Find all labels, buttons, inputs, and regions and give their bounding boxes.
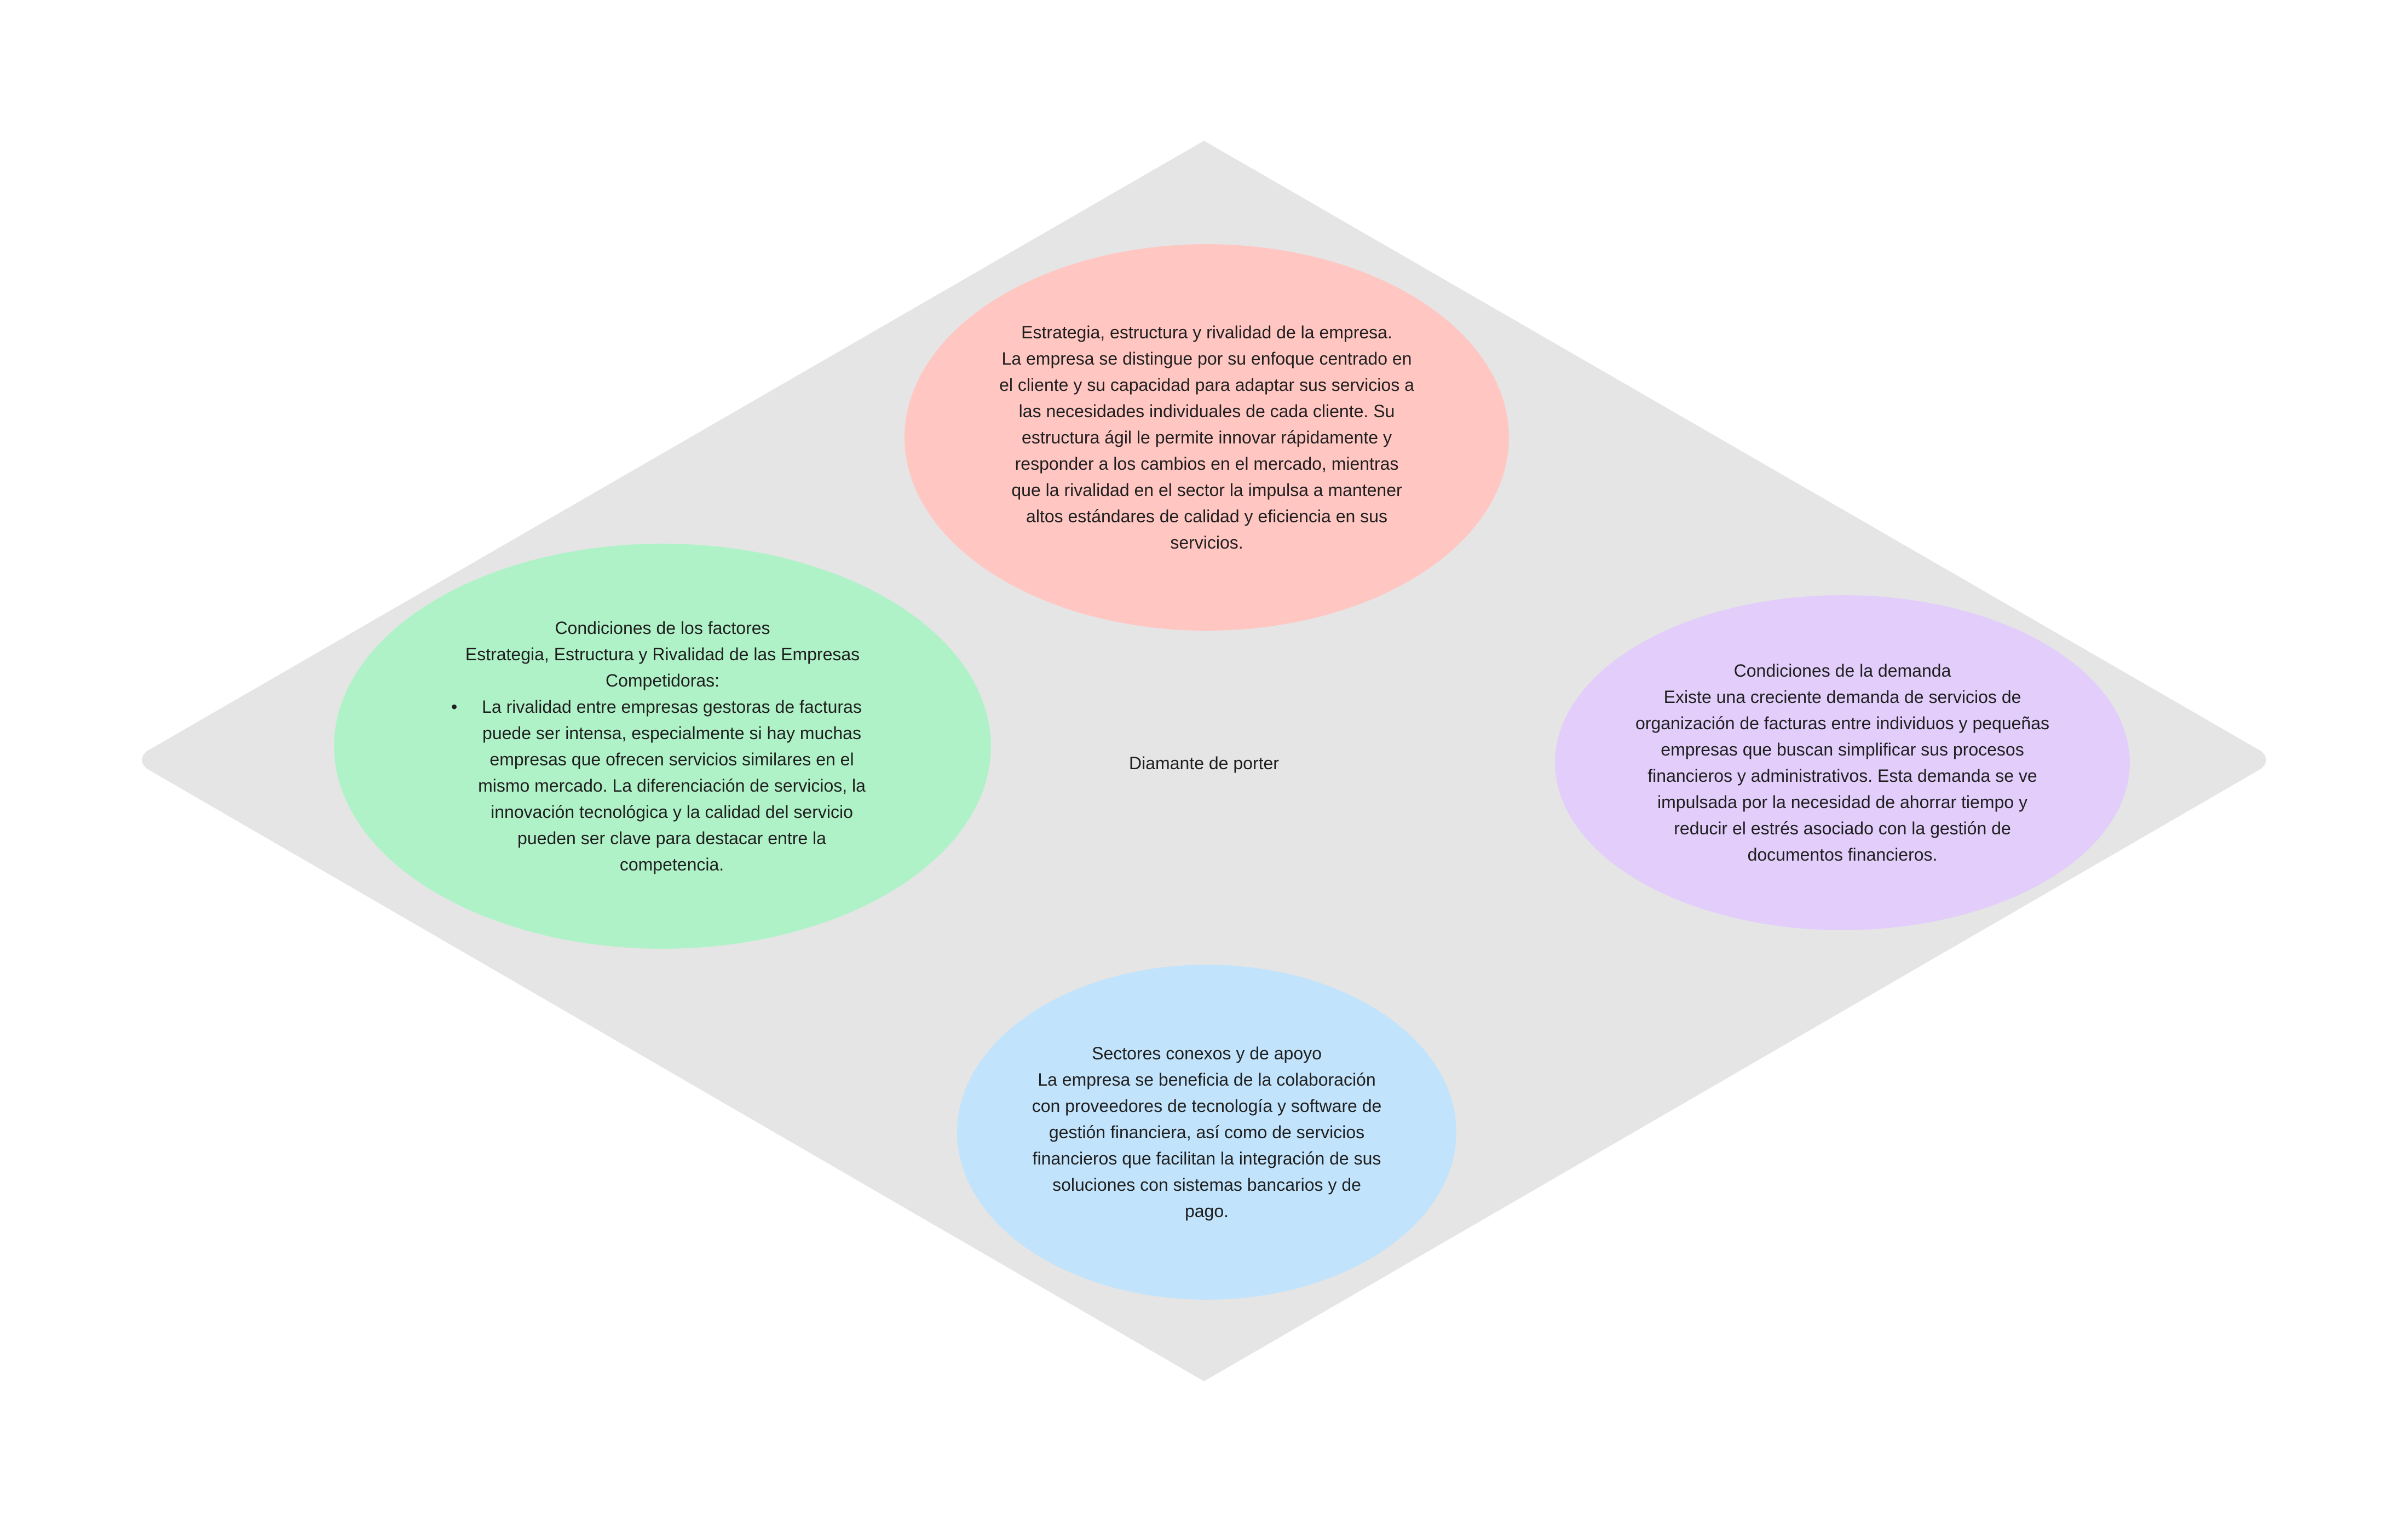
strategy-structure-rivalry-title: Estrategia, estructura y rivalidad de la… [1021,322,1392,342]
related-supporting-industries-node: Sectores conexos y de apoyo La empresa s… [957,965,1456,1300]
related-supporting-industries-text: Sectores conexos y de apoyo La empresa s… [1032,1040,1382,1224]
factor-conditions-text: Condiciones de los factores Estrategia, … [449,615,876,878]
strategy-structure-rivalry-text: Estrategia, estructura y rivalidad de la… [999,319,1415,556]
factor-conditions-title: Condiciones de los factores [555,618,770,638]
diamond-shape [142,141,2266,1381]
demand-conditions-body: Existe una creciente demanda de servicio… [1635,687,2050,864]
strategy-structure-rivalry-node: Estrategia, estructura y rivalidad de la… [905,244,1509,631]
factor-conditions-node: Condiciones de los factores Estrategia, … [334,544,991,949]
strategy-structure-rivalry-body: La empresa se distingue por su enfoque c… [999,349,1414,552]
factor-conditions-subtitle: Estrategia, Estructura y Rivalidad de la… [465,644,860,690]
factor-conditions-bullet: La rivalidad entre empresas gestoras de … [451,694,876,878]
demand-conditions-text: Condiciones de la demanda Existe una cre… [1634,658,2050,868]
demand-conditions-title: Condiciones de la demanda [1733,661,1951,681]
factor-conditions-list: La rivalidad entre empresas gestoras de … [449,694,876,878]
related-supporting-industries-body: La empresa se beneficia de la colaboraci… [1032,1070,1382,1221]
demand-conditions-node: Condiciones de la demanda Existe una cre… [1555,595,2130,930]
related-supporting-industries-title: Sectores conexos y de apoyo [1092,1044,1322,1063]
diagram-center-label: Diamante de porter [1129,753,1279,773]
